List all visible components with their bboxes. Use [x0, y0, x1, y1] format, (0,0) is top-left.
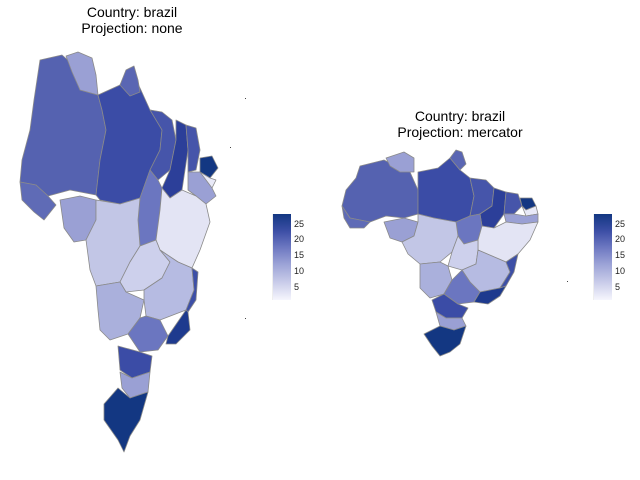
- region-ceara: [503, 191, 523, 215]
- region-rio-de-janeiro: [473, 285, 507, 305]
- artifact-dot: [245, 318, 246, 319]
- region-rio-grande-do-sul: [103, 387, 149, 453]
- legend-tick-label: 5: [294, 282, 300, 292]
- region-acre: [341, 205, 371, 229]
- legend-tick-label: 20: [294, 234, 305, 244]
- legend-colorbar: [593, 214, 612, 300]
- region-paraiba: [521, 205, 539, 217]
- region-rio-grande-do-norte: [199, 155, 219, 179]
- artifact-dot: [245, 98, 246, 99]
- region-ceara: [185, 124, 201, 173]
- country-label: Country: brazil: [86, 4, 178, 20]
- legend-tick-label: 15: [294, 250, 305, 260]
- artifact-dot: [230, 147, 231, 148]
- panel-title-mercator: Country: brazil Projection: mercator: [350, 108, 570, 140]
- artifact-dot: [567, 281, 568, 282]
- region-rio-grande-do-sul: [423, 325, 467, 357]
- legend-tick-label: 25: [294, 219, 305, 229]
- region-maranhao: [149, 109, 177, 181]
- projection-label: Projection: mercator: [397, 124, 523, 140]
- region-para: [417, 157, 475, 223]
- region-pernambuco: [187, 171, 217, 205]
- region-amapa: [449, 149, 467, 171]
- country-label: Country: brazil: [414, 108, 506, 124]
- color-legend-mercator: 25 20 15 10 5: [593, 214, 633, 304]
- legend-tick-label: 5: [615, 282, 621, 292]
- region-sao-paulo: [127, 315, 169, 353]
- map-projection-none: [19, 51, 219, 453]
- map-projection-mercator: [341, 149, 539, 357]
- color-legend-none: 25 20 15 10 5: [272, 214, 312, 304]
- region-acre: [19, 181, 57, 221]
- legend-tick-label: 10: [294, 266, 305, 276]
- legend-tick-label: 25: [615, 219, 626, 229]
- legend-tick-label: 15: [615, 250, 626, 260]
- region-sao-paulo: [443, 269, 481, 305]
- region-roraima: [65, 51, 99, 96]
- panel-title-none: Country: brazil Projection: none: [22, 4, 242, 36]
- legend-tick-label: 10: [615, 266, 626, 276]
- region-amapa: [119, 65, 141, 97]
- region-roraima: [385, 151, 415, 173]
- legend-colorbar: [272, 214, 291, 300]
- legend-tick-label: 20: [615, 234, 626, 244]
- projection-label: Projection: none: [81, 20, 183, 36]
- region-rio-de-janeiro: [165, 309, 191, 345]
